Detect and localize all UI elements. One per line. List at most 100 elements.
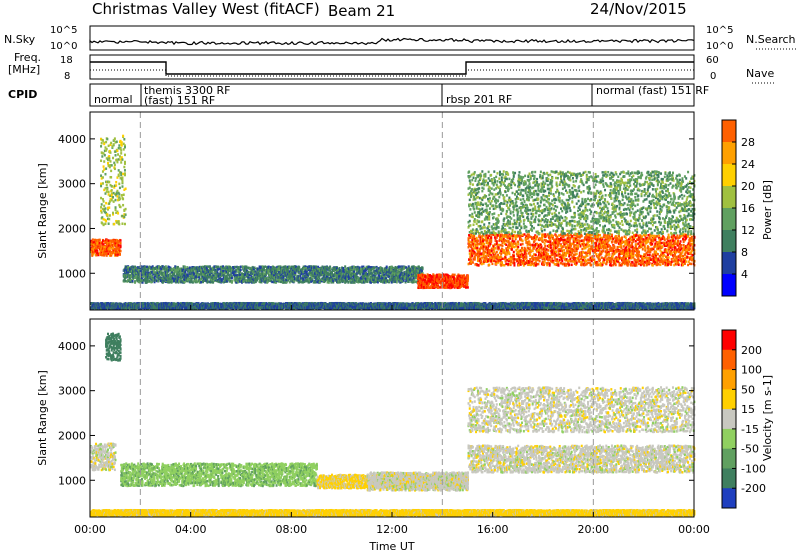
echo-cell bbox=[106, 138, 108, 141]
echo-cell bbox=[480, 260, 482, 263]
echo-cell bbox=[483, 243, 485, 246]
echo-cell bbox=[100, 160, 102, 163]
echo-cell bbox=[184, 281, 186, 284]
cpid-segment-1: normal bbox=[94, 93, 133, 106]
echo-cell bbox=[315, 266, 317, 269]
echo-cell bbox=[360, 268, 362, 271]
echo-cell bbox=[513, 258, 515, 261]
echo-cell bbox=[124, 146, 126, 149]
echo-cell bbox=[121, 141, 123, 144]
echo-cell bbox=[125, 208, 127, 211]
echo-cell bbox=[119, 253, 121, 256]
echo-cell bbox=[517, 240, 519, 243]
echo-cell bbox=[313, 277, 315, 280]
echo-cell bbox=[121, 176, 123, 179]
nave-trace bbox=[90, 70, 694, 76]
echo-cell bbox=[116, 195, 118, 198]
echo-cell bbox=[264, 265, 266, 268]
echo-cell bbox=[100, 185, 102, 188]
echo-cell bbox=[105, 202, 107, 205]
nsearch-tick-high: 10^5 bbox=[706, 25, 733, 36]
echo-cell bbox=[111, 164, 113, 167]
echo-cell bbox=[165, 265, 167, 268]
echo-cell bbox=[111, 199, 113, 202]
echo-cell bbox=[466, 284, 468, 287]
echo-cell bbox=[110, 151, 112, 154]
echo-cell bbox=[149, 280, 151, 283]
echo-cell bbox=[122, 198, 124, 201]
echo-cell bbox=[132, 280, 134, 283]
echo-cell bbox=[467, 275, 469, 278]
echo-cell bbox=[470, 244, 472, 247]
echo-cell bbox=[160, 268, 162, 271]
echo-cell bbox=[119, 187, 121, 190]
echo-cell bbox=[102, 176, 104, 179]
echo-cell bbox=[330, 268, 332, 271]
echo-cell bbox=[264, 271, 266, 274]
echo-cell bbox=[474, 258, 476, 261]
echo-cell bbox=[200, 281, 202, 284]
echo-cell bbox=[124, 223, 126, 226]
echo-cell bbox=[221, 280, 223, 283]
echo-cell bbox=[112, 157, 114, 160]
echo-cell bbox=[428, 280, 430, 283]
echo-cell bbox=[124, 162, 126, 165]
echo-cell bbox=[497, 254, 499, 256]
echo-cell bbox=[239, 274, 241, 277]
echo-cell bbox=[103, 218, 105, 221]
echo-cell bbox=[100, 174, 102, 177]
echo-cell bbox=[374, 266, 376, 269]
echo-cell bbox=[469, 237, 471, 240]
echo-cell bbox=[118, 223, 120, 226]
echo-cell bbox=[102, 198, 104, 201]
echo-cell bbox=[483, 245, 485, 248]
echo-cell bbox=[101, 142, 103, 145]
echo-cell bbox=[114, 137, 116, 140]
echo-cell bbox=[207, 265, 209, 268]
echo-cell bbox=[491, 263, 493, 266]
nsky-trace bbox=[90, 39, 694, 45]
echo-cell bbox=[128, 274, 130, 277]
echo-cell bbox=[124, 169, 126, 172]
echo-cell bbox=[487, 237, 489, 240]
echo-cell bbox=[234, 266, 236, 269]
echo-cell bbox=[501, 244, 503, 247]
echo-cell bbox=[517, 243, 519, 246]
echo-cell bbox=[112, 196, 114, 199]
echo-cell bbox=[124, 174, 126, 177]
freq-trace bbox=[90, 62, 694, 74]
echo-cell bbox=[102, 182, 104, 185]
echo-cell bbox=[362, 273, 364, 276]
echo-cell bbox=[513, 246, 515, 249]
echo-cell bbox=[476, 237, 478, 240]
echo-cell bbox=[112, 212, 114, 215]
echo-cell bbox=[103, 160, 105, 163]
echo-cell bbox=[101, 211, 103, 214]
echo-cell bbox=[114, 168, 116, 171]
echo-cell bbox=[381, 268, 383, 271]
echo-cell bbox=[350, 275, 352, 278]
cpid-label: CPID bbox=[8, 88, 37, 101]
echo-cell bbox=[115, 154, 117, 157]
echo-cell bbox=[101, 155, 103, 158]
echo-cell bbox=[481, 263, 483, 266]
echo-cell bbox=[484, 251, 486, 254]
echo-cell bbox=[116, 158, 118, 161]
plot-title: Christmas Valley West (fitACF) bbox=[92, 0, 320, 18]
echo-cell bbox=[125, 280, 127, 283]
echo-cell bbox=[104, 154, 106, 157]
echo-cell bbox=[106, 148, 108, 151]
echo-cell bbox=[491, 256, 493, 259]
echo-cell bbox=[113, 200, 115, 203]
echo-cell bbox=[105, 167, 107, 170]
echo-cell bbox=[505, 244, 507, 247]
echo-cell bbox=[106, 190, 108, 193]
echo-cell bbox=[104, 207, 106, 210]
echo-cell bbox=[283, 281, 285, 284]
echo-cell bbox=[293, 280, 295, 283]
echo-cell bbox=[121, 185, 123, 188]
echo-cell bbox=[231, 277, 233, 280]
echo-cell bbox=[114, 164, 116, 167]
echo-cell bbox=[240, 266, 242, 269]
